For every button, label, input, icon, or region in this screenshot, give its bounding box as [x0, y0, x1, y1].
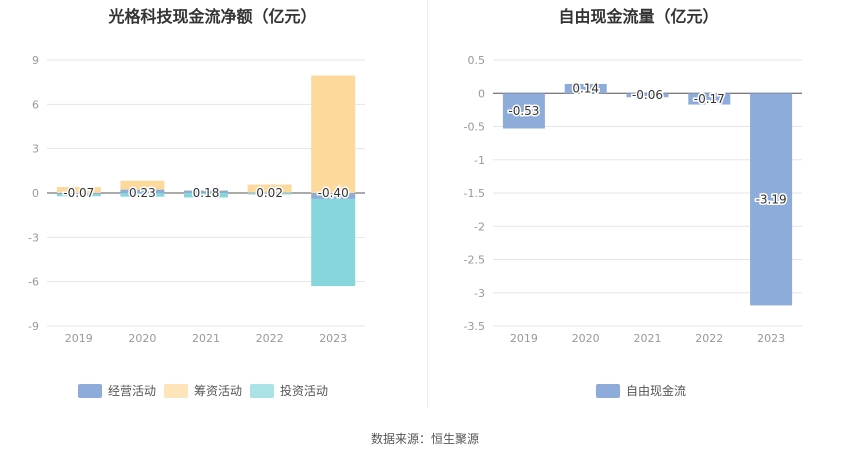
bar — [56, 193, 101, 195]
x-tick-label: 2023 — [319, 332, 347, 345]
right-chart-title: 自由现金流量（亿元） — [558, 7, 719, 26]
x-tick-label: 2022 — [695, 332, 723, 345]
bar — [688, 93, 731, 105]
bar — [502, 93, 545, 129]
y-tick-label: -3.5 — [464, 320, 485, 333]
bar — [311, 75, 356, 193]
y-tick-label: 0.5 — [468, 54, 486, 67]
x-tick-label: 2020 — [572, 332, 600, 345]
bar — [626, 93, 669, 98]
bar — [120, 180, 165, 190]
legend-label: 投资活动 — [280, 383, 328, 398]
y-tick-label: -2 — [474, 220, 485, 233]
data-label: -0.53 — [508, 104, 539, 118]
bar — [56, 194, 101, 197]
legend-swatch — [596, 384, 620, 398]
bar — [247, 184, 292, 193]
legend-swatch — [78, 384, 102, 398]
y-tick-label: -3 — [28, 231, 39, 244]
bar — [247, 193, 292, 195]
y-tick-label: -3 — [474, 287, 485, 300]
bar — [311, 198, 356, 287]
x-tick-label: 2021 — [192, 332, 220, 345]
y-tick-label: 6 — [32, 98, 39, 111]
y-tick-label: -6 — [28, 276, 39, 289]
bar — [247, 192, 292, 194]
x-tick-label: 2019 — [65, 332, 93, 345]
bar — [184, 190, 228, 193]
bar — [311, 193, 356, 199]
y-tick-label: -2.5 — [464, 254, 485, 267]
y-tick-label: -0.5 — [464, 121, 485, 134]
free-cash-flow-chart: 0.5 0 -0.5 -1 -1.5 -2 -2.5 -3 -3.5 2019 -0.53 2020 0… — [464, 54, 802, 398]
cash-flow-net-chart: 9 6 3 0 -3 -6 -9 2019 -0.07 2020 0.23 2021 0.18 2022 0… — [28, 54, 365, 398]
data-label: -0.07 — [63, 186, 94, 200]
y-tick-label: 3 — [32, 143, 39, 156]
legend-swatch — [250, 384, 274, 398]
y-tick-label: 9 — [32, 54, 39, 67]
y-tick-label: 0 — [32, 187, 39, 200]
bar — [184, 193, 228, 198]
x-tick-label: 2019 — [510, 332, 538, 345]
bar — [56, 187, 101, 193]
bar — [750, 93, 793, 306]
legend-label: 筹资活动 — [194, 384, 242, 398]
chart-divider — [427, 0, 428, 408]
data-source-note: 数据来源：恒生聚源 — [370, 432, 479, 446]
bar — [184, 190, 228, 191]
left-chart-title: 光格科技现金流净额（亿元） — [108, 7, 317, 26]
x-tick-label: 2020 — [128, 332, 156, 345]
y-tick-label: -9 — [28, 320, 39, 333]
data-label: 0.02 — [256, 186, 283, 200]
data-label: -0.06 — [632, 88, 663, 102]
x-tick-label: 2021 — [634, 332, 662, 345]
bar — [564, 83, 607, 94]
data-label: 0.18 — [193, 186, 220, 200]
x-tick-label: 2023 — [757, 332, 785, 345]
legend-label: 经营活动 — [108, 384, 156, 398]
data-label: -0.40 — [318, 186, 349, 200]
legend-label: 自由现金流 — [626, 383, 686, 398]
bar — [120, 193, 165, 197]
data-label: 0.23 — [129, 186, 156, 200]
data-label: -3.19 — [756, 192, 787, 206]
legend-swatch — [164, 384, 188, 398]
data-label: 0.14 — [572, 82, 599, 96]
y-tick-label: -1.5 — [464, 187, 485, 200]
y-tick-label: -1 — [474, 154, 485, 167]
y-tick-label: 0 — [478, 87, 485, 100]
x-tick-label: 2022 — [256, 332, 284, 345]
bar — [120, 189, 165, 193]
data-label: -0.17 — [694, 92, 725, 106]
